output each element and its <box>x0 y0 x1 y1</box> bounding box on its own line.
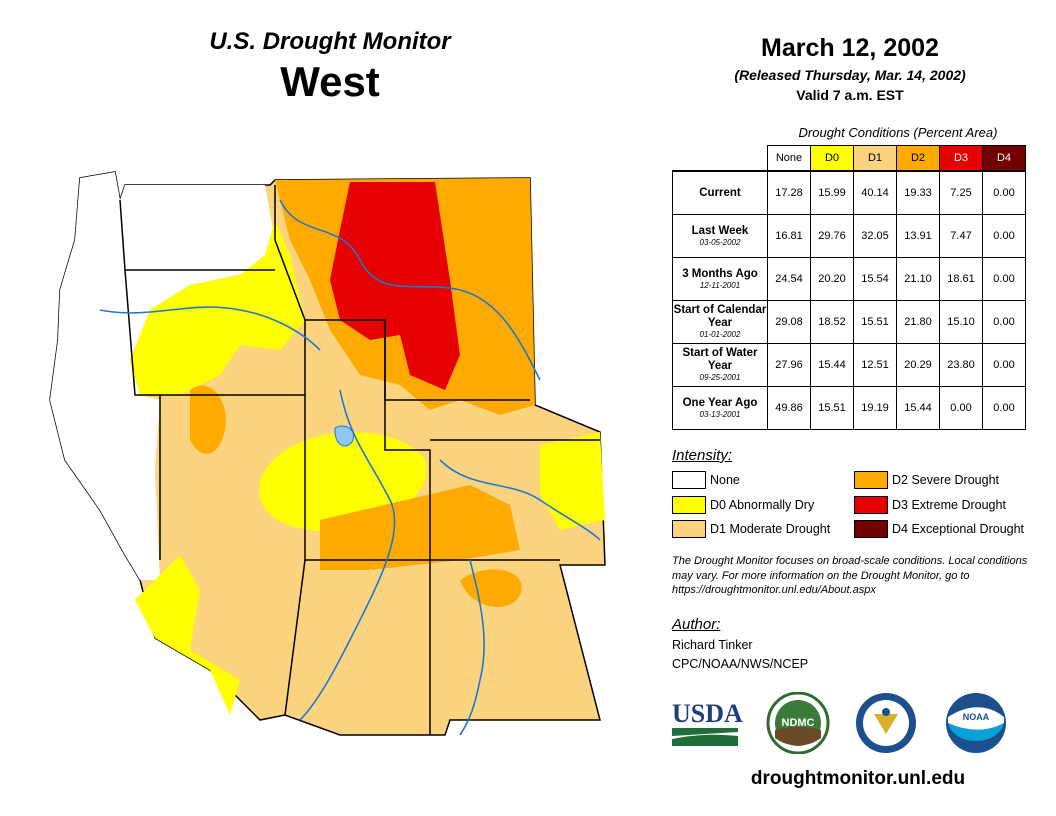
row-label: Start of Calendar Year 01-01-2002 <box>672 300 768 344</box>
author-org: CPC/NOAA/NWS/NCEP <box>672 657 809 671</box>
cell-value: 27.96 <box>767 343 811 387</box>
cell-value: 15.10 <box>939 300 983 344</box>
table-caption: Drought Conditions (Percent Area) <box>798 125 998 140</box>
row-label: Start of Water Year 09-25-2001 <box>672 343 768 387</box>
cell-value: 29.76 <box>810 214 854 258</box>
cell-value: 12.51 <box>853 343 897 387</box>
cell-value: 20.20 <box>810 257 854 301</box>
legend-swatch <box>854 520 888 538</box>
cell-value: 15.51 <box>810 386 854 430</box>
cell-value: 0.00 <box>939 386 983 430</box>
western-us-base <box>49 171 606 736</box>
svg-text:USDA: USDA <box>672 699 743 728</box>
ndmc-logo: NDMC <box>766 692 830 754</box>
area-d0-socal <box>135 555 240 715</box>
author-name: Richard Tinker <box>672 638 753 652</box>
cell-value: 40.14 <box>853 170 897 215</box>
valid-time: Valid 7 a.m. EST <box>796 87 904 103</box>
cell-value: 21.80 <box>896 300 940 344</box>
map-region-title: West <box>280 58 380 105</box>
drought-stats-table: None D0 D1 D2 D3 D4 Current 17.28 15.99 … <box>672 145 1026 430</box>
legend-title: Intensity: <box>672 447 733 464</box>
cell-value: 32.05 <box>853 214 897 258</box>
release-date: (Released Thursday, Mar. 14, 2002) <box>734 67 966 83</box>
cell-value: 18.52 <box>810 300 854 344</box>
cell-value: 19.33 <box>896 170 940 215</box>
table-header-row: None D0 D1 D2 D3 D4 <box>672 145 1026 172</box>
cell-value: 0.00 <box>982 170 1026 215</box>
date-block: March 12, 2002 (Released Thursday, Mar. … <box>680 34 1020 103</box>
cell-value: 0.00 <box>982 257 1026 301</box>
legend-swatch <box>854 471 888 489</box>
row-label: One Year Ago 03-13-2001 <box>672 386 768 430</box>
col-d4: D4 <box>982 145 1026 172</box>
cell-value: 13.91 <box>896 214 940 258</box>
legend-swatch <box>672 471 706 489</box>
svg-text:NOAA: NOAA <box>963 712 990 722</box>
title-block: U.S. Drought Monitor West <box>150 28 510 106</box>
table-row: Last Week 03-05-2002 16.81 29.76 32.05 13… <box>672 214 1026 258</box>
cell-value: 15.44 <box>810 343 854 387</box>
cell-value: 0.00 <box>982 214 1026 258</box>
table-row: Current 17.28 15.99 40.14 19.33 7.25 0.0… <box>672 170 1026 215</box>
svg-text:NDMC: NDMC <box>782 717 815 729</box>
row-label: 3 Months Ago 12-11-2001 <box>672 257 768 301</box>
map-date: March 12, 2002 <box>761 34 939 62</box>
legend-swatch <box>672 496 706 514</box>
cell-value: 15.44 <box>896 386 940 430</box>
col-d2: D2 <box>896 145 940 172</box>
cell-value: 0.00 <box>982 343 1026 387</box>
row-label: Current <box>672 170 768 215</box>
state-borders <box>119 185 600 735</box>
doc-seal-icon <box>856 693 916 753</box>
cell-value: 29.08 <box>767 300 811 344</box>
area-d2-colorado <box>320 485 520 570</box>
cell-value: 7.47 <box>939 214 983 258</box>
legend-swatch <box>854 496 888 514</box>
cell-value: 49.86 <box>767 386 811 430</box>
website-url[interactable]: droughtmonitor.unl.edu <box>750 768 966 789</box>
area-d0-colorado <box>540 432 605 530</box>
cell-value: 16.81 <box>767 214 811 258</box>
cell-value: 20.29 <box>896 343 940 387</box>
col-none: None <box>767 145 811 172</box>
cell-value: 19.19 <box>853 386 897 430</box>
col-d1: D1 <box>853 145 897 172</box>
cell-value: 0.00 <box>982 300 1026 344</box>
cell-value: 24.54 <box>767 257 811 301</box>
legend-swatch <box>672 520 706 538</box>
cell-value: 18.61 <box>939 257 983 301</box>
author-title: Author: <box>672 616 721 633</box>
col-d0: D0 <box>810 145 854 172</box>
cell-value: 21.10 <box>896 257 940 301</box>
cell-value: 23.80 <box>939 343 983 387</box>
noaa-logo: NOAA <box>946 693 1006 753</box>
cell-value: 15.51 <box>853 300 897 344</box>
great-salt-lake <box>334 425 354 447</box>
usda-logo: USDA <box>672 699 743 746</box>
table-row: One Year Ago 03-13-2001 49.86 15.51 19.19… <box>672 386 1026 430</box>
drought-map <box>49 171 606 736</box>
col-d3: D3 <box>939 145 983 172</box>
row-label: Last Week 03-05-2002 <box>672 214 768 258</box>
rivers <box>99 199 601 736</box>
partner-logos: USDA NDMC NOAA <box>672 692 1006 754</box>
area-d2-newmexico <box>460 569 522 607</box>
cell-value: 0.00 <box>982 386 1026 430</box>
table-row: 3 Months Ago 12-11-2001 24.54 20.20 15.54… <box>672 257 1026 301</box>
disclaimer-note: The Drought Monitor focuses on broad-sca… <box>672 555 1028 596</box>
table-row: Start of Water Year 09-25-2001 27.96 15.4… <box>672 343 1026 387</box>
area-d2-nevada <box>190 385 226 454</box>
cell-value: 7.25 <box>939 170 983 215</box>
cell-value: 17.28 <box>767 170 811 215</box>
area-none-west <box>50 172 275 580</box>
cell-value: 15.54 <box>853 257 897 301</box>
map-subtitle: U.S. Drought Monitor <box>209 28 451 55</box>
table-row: Start of Calendar Year 01-01-2002 29.08 1… <box>672 300 1026 344</box>
cell-value: 15.99 <box>810 170 854 215</box>
